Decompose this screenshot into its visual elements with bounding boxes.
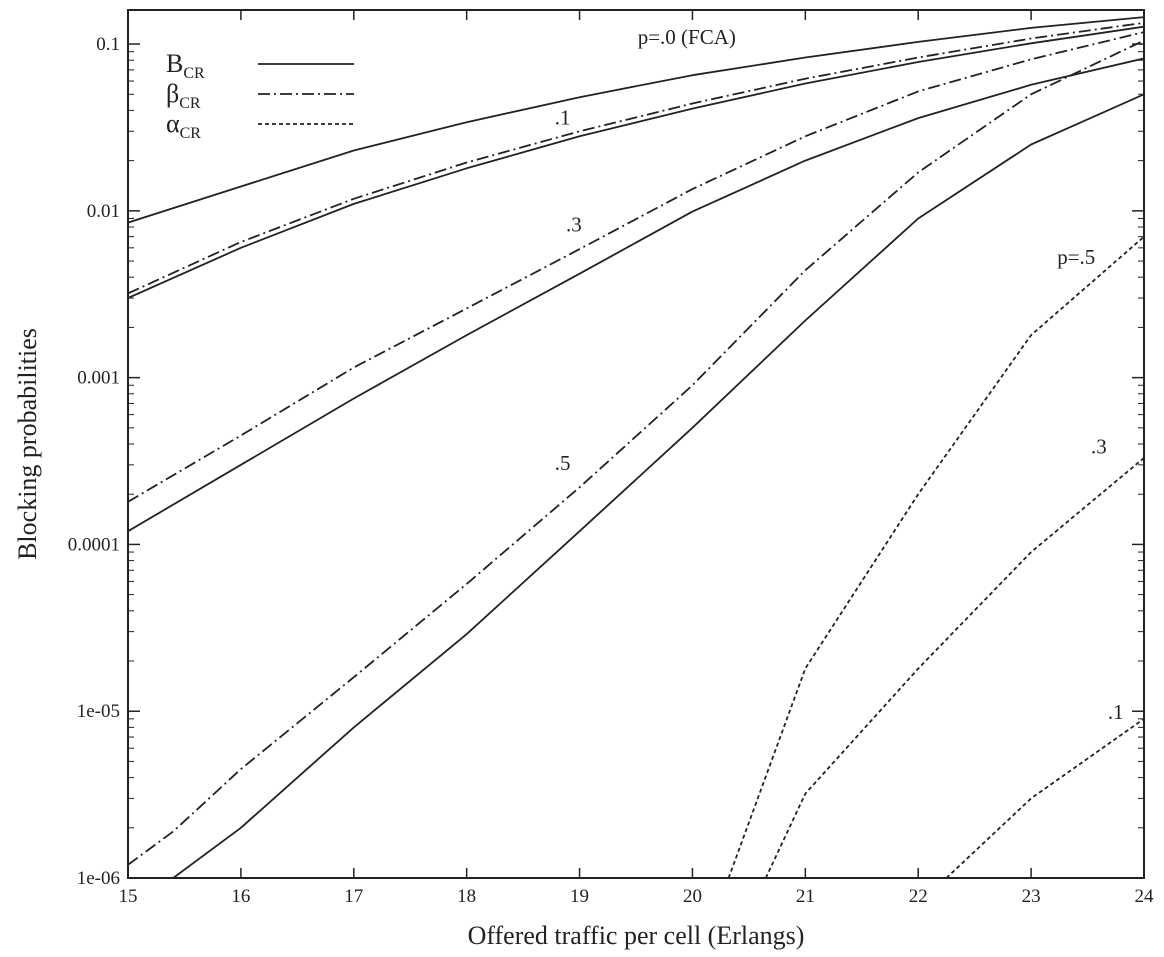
legend-label-subscript: CR xyxy=(180,125,202,142)
series-line-solid-4 xyxy=(128,57,1144,532)
y-tick-label: 0.01 xyxy=(87,201,120,222)
legend-label-subscript: CR xyxy=(179,95,201,112)
series-line-solid-6 xyxy=(172,93,1144,878)
x-tick-label: 22 xyxy=(909,886,928,907)
x-tick-label: 23 xyxy=(1022,886,1041,907)
legend-label: αCR xyxy=(166,109,201,142)
y-tick-label: 0.0001 xyxy=(68,534,120,555)
series-line-dashdot-1 xyxy=(128,21,1144,295)
curve-annotation: .1 xyxy=(1108,700,1124,724)
axis-ticks: 15 16 17 18 19 20 21 22 23 24 1e-06 1e-05 0.0001 0.00… xyxy=(68,10,1154,907)
series-line-dashed-9 xyxy=(945,718,1144,878)
x-tick-label: 20 xyxy=(683,886,702,907)
curve-annotation: p=.5 xyxy=(1057,245,1095,269)
x-tick-label: 24 xyxy=(1135,886,1155,907)
y-tick-label: 1e-05 xyxy=(77,701,120,722)
series-line-solid-0 xyxy=(128,16,1144,224)
curve-annotation: p=.0 (FCA) xyxy=(638,25,736,49)
series-line-dashed-8 xyxy=(764,457,1144,878)
series-group xyxy=(128,16,1144,878)
plot-frame xyxy=(127,9,1145,879)
series-line-dashed-7 xyxy=(727,236,1144,878)
x-tick-label: 16 xyxy=(231,886,250,907)
y-axis-title: Blocking probabilities xyxy=(13,328,42,560)
curve-annotation: .3 xyxy=(1091,435,1107,459)
legend-label-subscript: CR xyxy=(183,65,205,82)
series-line-solid-2 xyxy=(128,25,1144,299)
x-axis-title: Offered traffic per cell (Erlangs) xyxy=(468,921,805,950)
series-line-dashdot-5 xyxy=(128,39,1144,866)
curve-annotation: .1 xyxy=(555,105,571,129)
x-tick-label: 15 xyxy=(119,886,138,907)
legend-label: BCR xyxy=(166,49,205,82)
y-tick-label: 0.1 xyxy=(96,34,120,55)
curve-annotation: .3 xyxy=(566,213,582,237)
y-tick-label: 1e-06 xyxy=(77,868,120,889)
curve-annotation: .5 xyxy=(555,451,571,475)
annotation-group: p=.0 (FCA) .1 .3 .5 p=.5 .3 .1 xyxy=(555,25,1124,724)
legend-label: βCR xyxy=(166,79,201,112)
x-tick-label: 18 xyxy=(457,886,476,907)
x-tick-label: 21 xyxy=(796,886,815,907)
x-tick-label: 19 xyxy=(570,886,589,907)
y-tick-label: 0.001 xyxy=(77,368,120,389)
series-line-dashdot-3 xyxy=(128,31,1144,503)
x-tick-label: 17 xyxy=(344,886,363,907)
